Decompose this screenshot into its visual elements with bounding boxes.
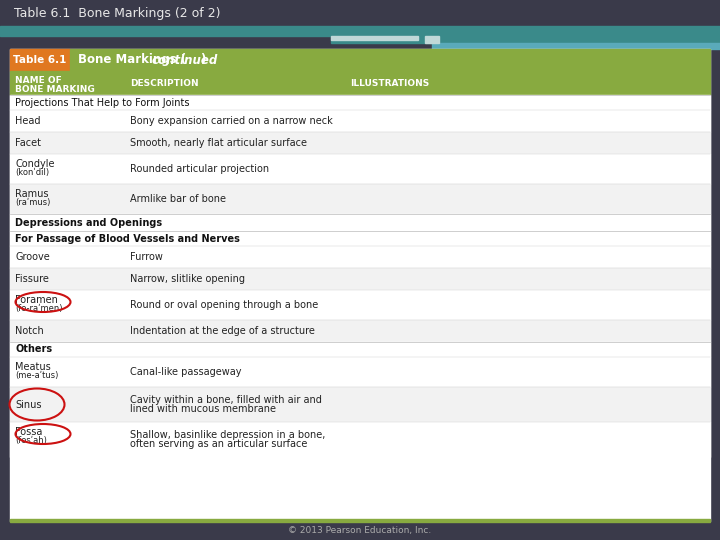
Bar	[0, 522, 720, 540]
Text: Projections That Help to Form Joints: Projections That Help to Form Joints	[15, 98, 189, 107]
Text: continued: continued	[152, 53, 218, 66]
Bar	[10, 268, 710, 290]
Bar	[10, 519, 710, 522]
Text: Table 6.1  Bone Markings (2 of 2): Table 6.1 Bone Markings (2 of 2)	[14, 6, 220, 19]
Text: (me-aʹtus): (me-aʹtus)	[15, 371, 58, 380]
Text: BONE MARKING: BONE MARKING	[15, 85, 95, 94]
Text: For Passage of Blood Vessels and Nerves: For Passage of Blood Vessels and Nerves	[15, 233, 240, 244]
Bar	[0, 0, 720, 26]
Bar	[10, 357, 710, 387]
Text: Condyle: Condyle	[15, 159, 55, 169]
Text: Foramen: Foramen	[15, 295, 58, 305]
Bar	[10, 71, 710, 95]
Bar	[331, 36, 418, 40]
Text: Ramus: Ramus	[15, 189, 48, 199]
Text: Indentation at the edge of a structure: Indentation at the edge of a structure	[130, 326, 315, 336]
Text: DESCRIPTION: DESCRIPTION	[130, 78, 199, 87]
Bar	[10, 132, 710, 154]
Text: often serving as an articular surface: often serving as an articular surface	[130, 439, 307, 449]
Text: Depressions and Openings: Depressions and Openings	[15, 218, 162, 227]
Text: Narrow, slitlike opening: Narrow, slitlike opening	[130, 274, 245, 284]
Bar	[10, 154, 710, 184]
Text: (konʹdil): (konʹdil)	[15, 168, 49, 177]
Text: ILLUSTRATIONS: ILLUSTRATIONS	[350, 78, 429, 87]
Text: NAME OF: NAME OF	[15, 76, 62, 85]
Text: Fossa: Fossa	[15, 427, 42, 437]
Bar	[10, 422, 710, 457]
Text: © 2013 Pearson Education, Inc.: © 2013 Pearson Education, Inc.	[289, 526, 431, 536]
Text: Others: Others	[15, 345, 52, 354]
Bar	[10, 110, 710, 132]
Bar	[10, 342, 710, 357]
Text: (fo-raʹmen): (fo-raʹmen)	[15, 304, 63, 313]
Text: (raʹmus): (raʹmus)	[15, 198, 50, 207]
Text: Round or oval opening through a bone: Round or oval opening through a bone	[130, 300, 318, 310]
Text: Groove: Groove	[15, 252, 50, 262]
Text: Furrow: Furrow	[130, 252, 163, 262]
Bar	[10, 49, 70, 71]
Text: Bony expansion carried on a narrow neck: Bony expansion carried on a narrow neck	[130, 116, 333, 126]
Text: Rounded articular projection: Rounded articular projection	[130, 164, 269, 174]
Bar	[10, 214, 710, 231]
Text: Fissure: Fissure	[15, 274, 49, 284]
Text: Sinus: Sinus	[15, 400, 42, 409]
Text: Shallow, basinlike depression in a bone,: Shallow, basinlike depression in a bone,	[130, 430, 325, 440]
Bar	[10, 231, 710, 246]
Bar	[10, 49, 710, 522]
Bar	[432, 43, 720, 49]
Text: Notch: Notch	[15, 326, 44, 336]
Bar	[70, 49, 710, 71]
Bar	[10, 95, 710, 110]
Text: Armlike bar of bone: Armlike bar of bone	[130, 194, 226, 204]
Text: (fosʹah): (fosʹah)	[15, 436, 47, 445]
Bar	[10, 246, 710, 268]
Bar	[10, 387, 710, 422]
Text: Cavity within a bone, filled with air and: Cavity within a bone, filled with air an…	[130, 395, 322, 405]
Text: Facet: Facet	[15, 138, 41, 148]
Text: Head: Head	[15, 116, 40, 126]
Bar	[10, 290, 710, 320]
Text: lined with mucous membrane: lined with mucous membrane	[130, 404, 276, 414]
Text: ): )	[200, 53, 205, 66]
Text: Bone Markings (: Bone Markings (	[78, 53, 186, 66]
Bar	[10, 184, 710, 214]
Bar	[0, 26, 720, 36]
Text: Table 6.1: Table 6.1	[13, 55, 67, 65]
Bar	[331, 36, 720, 43]
Bar	[10, 320, 710, 342]
Bar	[425, 36, 439, 43]
Text: Smooth, nearly flat articular surface: Smooth, nearly flat articular surface	[130, 138, 307, 148]
Text: Canal-like passageway: Canal-like passageway	[130, 367, 241, 377]
Text: Meatus: Meatus	[15, 362, 50, 372]
